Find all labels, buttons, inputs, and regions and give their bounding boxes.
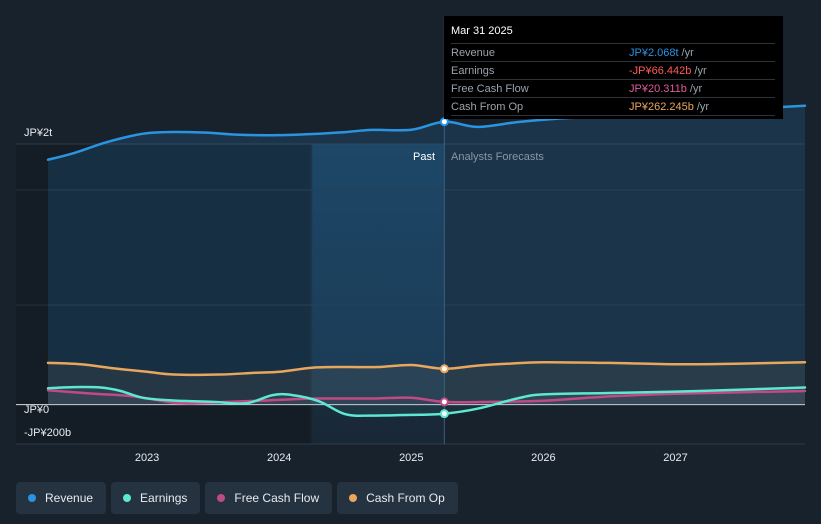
line-earnings	[46, 385, 807, 418]
legend-dot-icon	[217, 494, 226, 502]
y-axis-labels: JP¥2t JP¥0 -JP¥200b	[24, 127, 71, 439]
tooltip-date: Mar 31 2025	[451, 25, 513, 37]
y-tick-label: JP¥2t	[24, 127, 52, 139]
legend-item-revenue[interactable]: Revenue	[16, 482, 107, 514]
tooltip-row-cfo: Cash From Op JP¥262.245b /yr	[451, 97, 775, 116]
x-tick-label: 2026	[531, 452, 555, 464]
tooltip-row-fcf: Free Cash Flow JP¥20.311b /yr	[451, 79, 775, 97]
x-tick-label: 2023	[135, 452, 159, 464]
series-lines	[46, 104, 807, 418]
tooltip-value: JP¥2.068t	[629, 46, 679, 59]
tooltip-row-earnings: Earnings -JP¥66.442b /yr	[451, 61, 775, 79]
line-fcf	[46, 389, 807, 405]
tooltip-unit: /yr	[696, 100, 710, 113]
legend-dot-icon	[28, 494, 36, 502]
x-tick-label: 2024	[267, 452, 291, 464]
tooltip-value: JP¥20.311b	[629, 82, 687, 95]
marker-earnings[interactable]	[439, 409, 449, 419]
highlight-band	[312, 144, 445, 444]
tooltip-label: Earnings	[451, 64, 495, 77]
area-revenue	[48, 105, 805, 405]
tooltip-label: Revenue	[451, 46, 496, 59]
tooltip-unit: /yr	[689, 82, 703, 95]
legend-dot-icon	[123, 494, 132, 502]
tooltip-value: -JP¥66.442b	[629, 64, 692, 77]
tooltip-value: JP¥262.245b	[629, 100, 694, 113]
legend-label: Free Cash Flow	[234, 491, 320, 505]
y-tick-label: -JP¥200b	[24, 427, 71, 439]
tooltip-label: Free Cash Flow	[451, 82, 529, 95]
x-axis-labels: 2023 2024 2025 2026 2027	[135, 452, 688, 464]
marker-fcf[interactable]	[439, 397, 449, 407]
x-tick-label: 2025	[399, 452, 423, 464]
tooltip-label: Cash From Op	[451, 100, 524, 113]
legend-label: Revenue	[45, 491, 94, 505]
tooltip-unit: /yr	[694, 64, 707, 77]
area-fcf	[48, 390, 805, 405]
legend-label: Cash From Op	[366, 491, 445, 505]
marker-cfo[interactable]	[439, 364, 449, 374]
legend-item-fcf[interactable]: Free Cash Flow	[205, 482, 333, 514]
y-tick-label: JP¥0	[24, 404, 49, 416]
past-label: Past	[413, 151, 435, 163]
x-tick-label: 2027	[663, 452, 687, 464]
legend-label: Earnings	[140, 491, 188, 505]
line-cfo	[46, 360, 807, 377]
tooltip-unit: /yr	[681, 46, 694, 59]
gridlines	[16, 143, 805, 445]
legend-dot-icon	[349, 494, 358, 502]
series-markers	[439, 117, 449, 419]
area-earnings	[48, 387, 805, 416]
legend-item-cfo[interactable]: Cash From Op	[337, 482, 458, 514]
legend-item-earnings[interactable]: Earnings	[111, 482, 201, 514]
tooltip: Mar 31 2025 Revenue JP¥2.068t /yr Earnin…	[444, 16, 783, 119]
tooltip-row-revenue: Revenue JP¥2.068t /yr	[451, 43, 775, 61]
marker-revenue[interactable]	[439, 117, 449, 127]
forecast-label: Analysts Forecasts	[451, 151, 544, 163]
legend: Revenue Earnings Free Cash Flow Cash Fro…	[16, 482, 458, 514]
past-shade	[16, 144, 310, 444]
